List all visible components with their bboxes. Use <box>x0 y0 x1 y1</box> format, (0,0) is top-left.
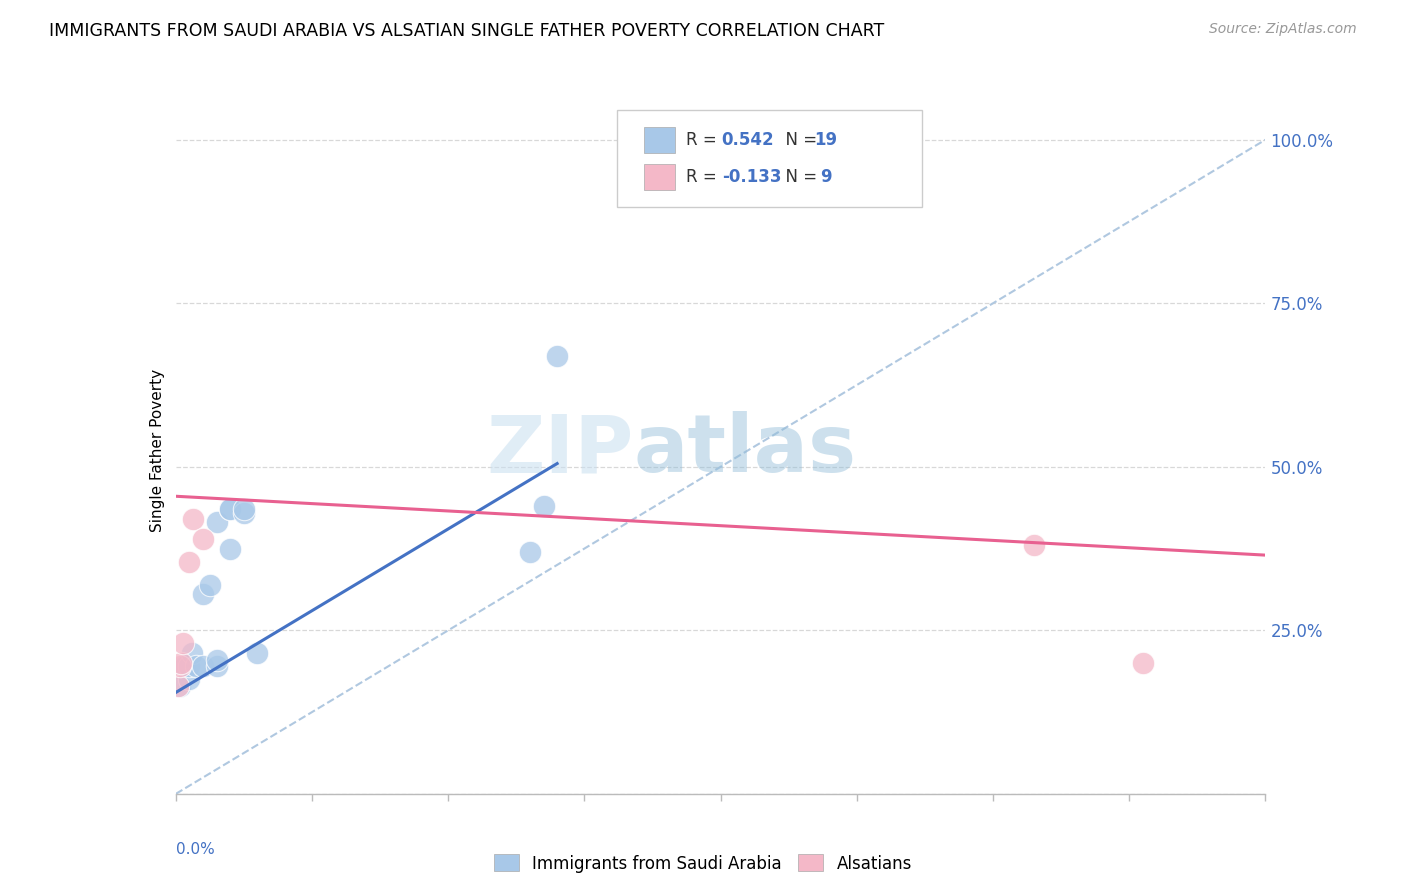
Text: ZIP: ZIP <box>486 411 633 490</box>
Point <box>167 679 190 693</box>
Point <box>179 659 201 673</box>
Point <box>169 659 191 673</box>
Text: N =: N = <box>775 131 823 150</box>
Point <box>191 587 214 601</box>
Text: R =: R = <box>686 131 721 150</box>
Point <box>191 532 214 546</box>
Point <box>174 659 197 673</box>
Point <box>191 659 214 673</box>
Point <box>172 659 194 673</box>
Point <box>246 646 269 660</box>
Text: atlas: atlas <box>633 411 856 490</box>
Bar <box>644 128 675 153</box>
Text: Source: ZipAtlas.com: Source: ZipAtlas.com <box>1209 22 1357 37</box>
Y-axis label: Single Father Poverty: Single Father Poverty <box>149 369 165 532</box>
Point <box>519 545 541 559</box>
Point <box>546 349 568 363</box>
Point <box>179 555 201 569</box>
Point <box>232 502 254 516</box>
Point <box>1132 656 1154 670</box>
Point <box>219 541 242 556</box>
FancyBboxPatch shape <box>617 111 922 207</box>
Point <box>183 512 205 526</box>
Text: R =: R = <box>686 168 721 186</box>
Text: -0.133: -0.133 <box>721 168 782 186</box>
Point <box>169 679 191 693</box>
Point <box>533 499 555 513</box>
Point <box>219 502 242 516</box>
Text: 0.0%: 0.0% <box>176 842 215 857</box>
Text: 19: 19 <box>814 131 838 150</box>
Point <box>181 646 204 660</box>
Point <box>219 502 242 516</box>
Point <box>186 659 208 673</box>
Point <box>205 653 228 667</box>
Point <box>205 516 228 530</box>
Text: 9: 9 <box>820 168 831 186</box>
Point <box>170 656 193 670</box>
Bar <box>644 163 675 190</box>
Point <box>205 659 228 673</box>
Text: N =: N = <box>775 168 823 186</box>
Point <box>172 636 194 650</box>
Point <box>179 673 201 687</box>
Legend: Immigrants from Saudi Arabia, Alsatians: Immigrants from Saudi Arabia, Alsatians <box>486 847 920 880</box>
Point <box>232 506 254 520</box>
Text: 0.542: 0.542 <box>721 131 775 150</box>
Text: IMMIGRANTS FROM SAUDI ARABIA VS ALSATIAN SINGLE FATHER POVERTY CORRELATION CHART: IMMIGRANTS FROM SAUDI ARABIA VS ALSATIAN… <box>49 22 884 40</box>
Point <box>1022 538 1045 552</box>
Point <box>198 577 221 591</box>
